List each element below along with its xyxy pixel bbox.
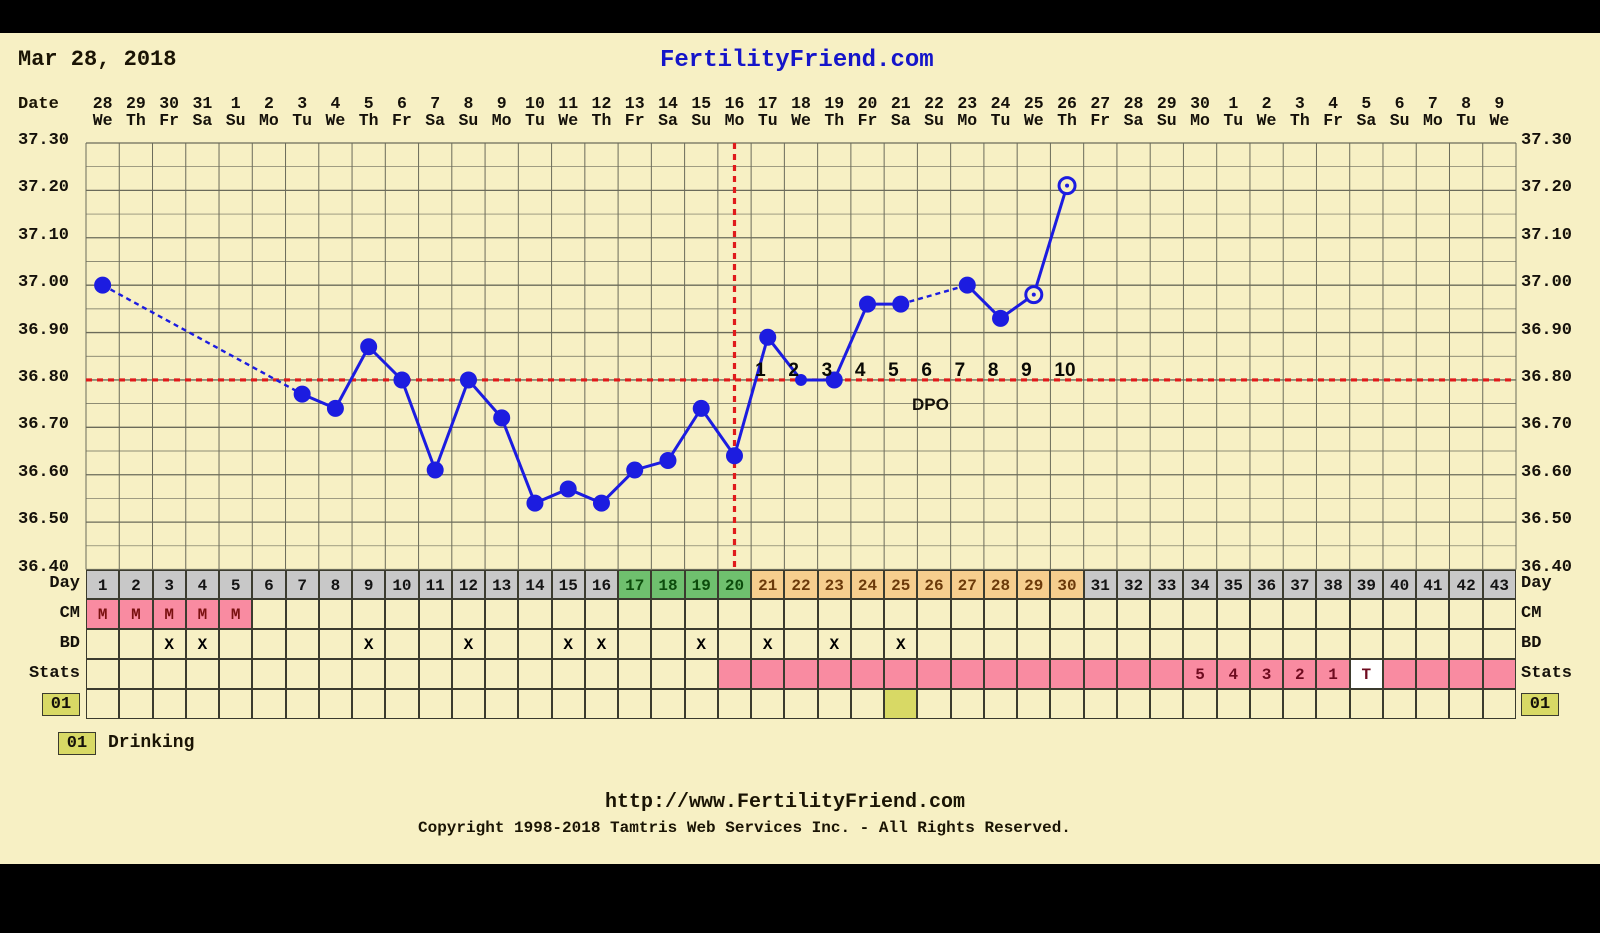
svg-text:1: 1 [755, 360, 766, 381]
svg-text:6: 6 [921, 360, 932, 381]
svg-text:9: 9 [1021, 360, 1032, 381]
svg-text:7: 7 [955, 360, 966, 381]
svg-text:8: 8 [988, 360, 999, 381]
svg-text:2: 2 [788, 360, 799, 381]
svg-text:DPO: DPO [912, 395, 949, 414]
svg-text:10: 10 [1054, 360, 1075, 381]
svg-text:3: 3 [822, 360, 833, 381]
svg-text:5: 5 [888, 360, 899, 381]
svg-text:4: 4 [855, 360, 866, 381]
